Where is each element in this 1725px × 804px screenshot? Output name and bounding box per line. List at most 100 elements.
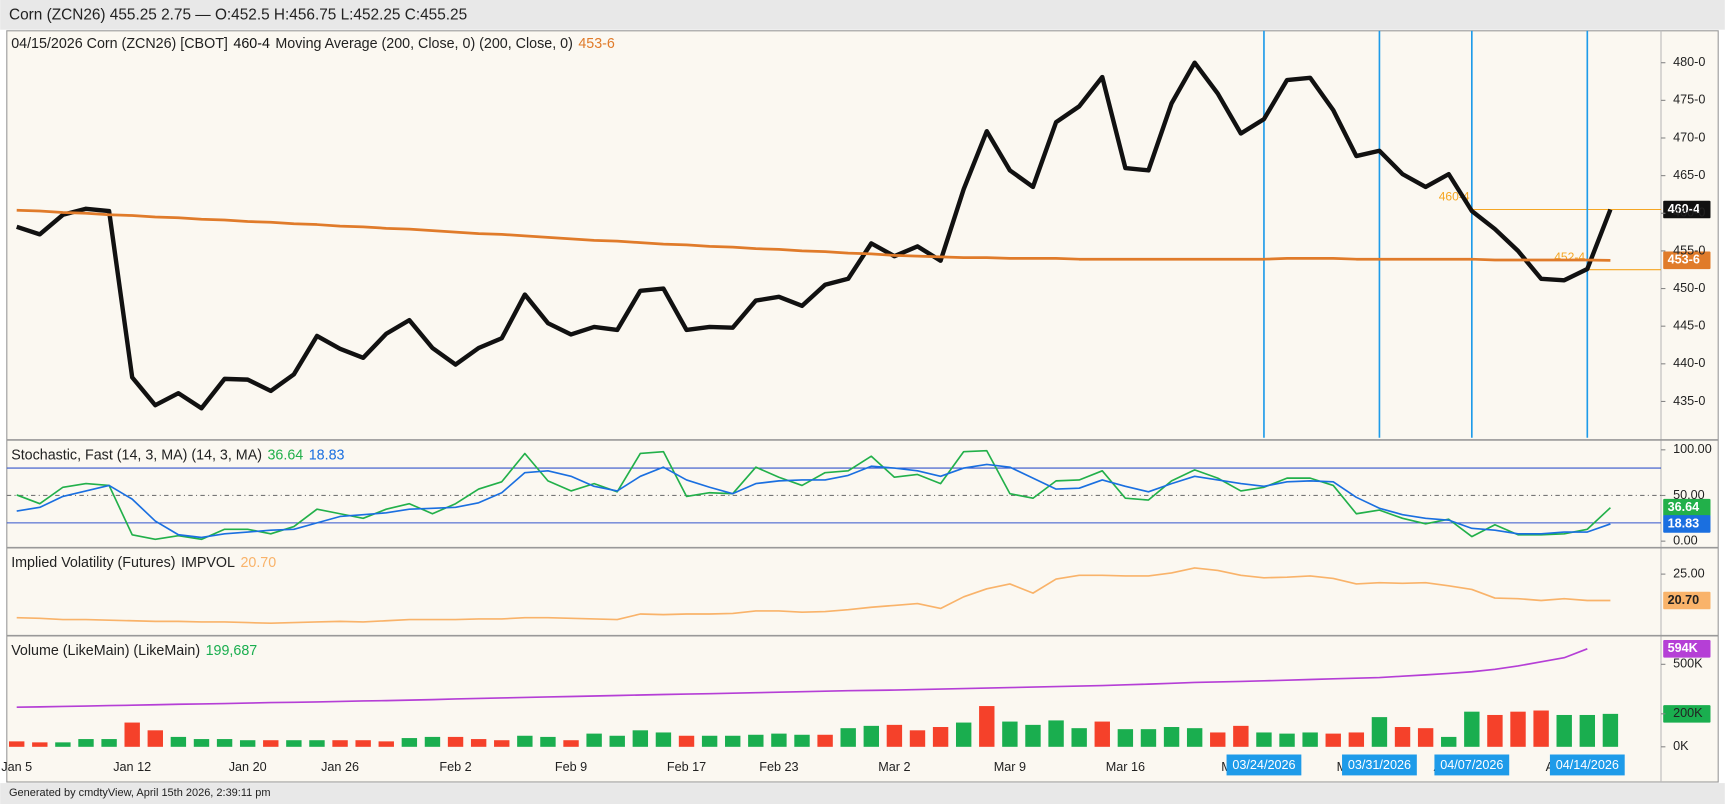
volume-bar xyxy=(1371,717,1388,747)
marker-date-label: 03/31/2026 xyxy=(1348,758,1411,772)
value-box xyxy=(1663,251,1711,270)
panel-legend: 04/15/2026 Corn (ZCN26) [CBOT] 460-4 Movin… xyxy=(11,36,615,52)
marker-date-label: 03/24/2026 xyxy=(1232,758,1295,772)
value-box-label: 453-6 xyxy=(1668,253,1700,267)
legend-value: 453-6 xyxy=(578,36,615,52)
legend-value: 20.70 xyxy=(240,555,276,571)
series-line xyxy=(16,208,1611,262)
plot-background xyxy=(6,30,1719,783)
marker-date-box xyxy=(1549,754,1625,776)
volume-bar xyxy=(701,735,718,747)
volume-bar xyxy=(932,727,949,747)
x-tick-label: Jan 20 xyxy=(229,760,267,774)
volume-bar xyxy=(1186,728,1203,747)
volume-bar xyxy=(609,735,625,747)
value-box xyxy=(1663,515,1711,533)
volume-bar xyxy=(332,740,348,747)
volume-bar xyxy=(1348,732,1365,747)
value-box xyxy=(1663,591,1711,610)
volume-bar xyxy=(1094,721,1110,747)
volume-bar xyxy=(1256,732,1272,747)
value-box xyxy=(1663,200,1711,219)
x-tick-label: Mar 2 xyxy=(878,760,910,774)
volume-bar xyxy=(147,730,163,747)
volume-bar xyxy=(1117,729,1134,747)
panel-legend: Volume (LikeMain) (LikeMain) 199,687 xyxy=(11,643,257,659)
y-tick-label: 440-0 xyxy=(1673,356,1705,370)
y-tick-label: 500K xyxy=(1673,657,1703,671)
volume-bar xyxy=(725,735,741,747)
y-tick-label: 455-0 xyxy=(1673,243,1705,257)
value-box-label: 20.70 xyxy=(1668,593,1700,607)
x-tick-label: Jan 5 xyxy=(1,760,32,774)
x-tick-label: Mar 9 xyxy=(994,760,1026,774)
y-tick-label: 480-0 xyxy=(1673,55,1705,69)
x-tick-label: Feb 17 xyxy=(667,760,706,774)
legend-title: Volume (LikeMain) (LikeMain) xyxy=(11,643,200,659)
volume-bar xyxy=(494,740,510,747)
legend-series-name: Moving Average (200, Close, 0) (200, Clo… xyxy=(275,36,572,52)
volume-bar xyxy=(586,733,602,747)
volume-bar xyxy=(1325,733,1341,747)
volume-bar xyxy=(193,739,210,747)
volume-bar xyxy=(263,740,279,747)
volume-bar xyxy=(840,728,856,747)
volume-bar xyxy=(1556,714,1572,747)
y-tick-label: 460-0 xyxy=(1673,206,1705,220)
legend-value: 460-4 xyxy=(233,36,270,52)
y-tick-label: 100.00 xyxy=(1673,442,1712,456)
footer-text: Generated by cmdtyView, April 15th 2026,… xyxy=(9,787,271,799)
volume-bar xyxy=(9,741,25,747)
value-box-label: 594K xyxy=(1668,641,1698,655)
value-box xyxy=(1663,640,1711,658)
volume-bar xyxy=(401,738,418,747)
y-tick-label: 435-0 xyxy=(1673,394,1705,408)
volume-bar xyxy=(78,739,94,747)
volume-bar xyxy=(540,736,556,747)
volume-bar xyxy=(817,734,833,747)
level-label: 452-4 xyxy=(1554,250,1585,264)
volume-bar xyxy=(1002,721,1018,747)
volume-bar xyxy=(124,722,140,747)
volume-bar xyxy=(909,730,926,747)
value-box xyxy=(1663,705,1711,723)
value-box-label: 460-4 xyxy=(1668,202,1700,216)
volume-bar xyxy=(1533,710,1549,747)
marker-date-box xyxy=(1226,754,1302,776)
volume-bar xyxy=(886,724,903,747)
x-tick-label: Jan 26 xyxy=(321,760,359,774)
y-tick-label: 0K xyxy=(1673,739,1689,753)
volume-bar xyxy=(1279,733,1295,747)
volume-bar xyxy=(1210,732,1226,747)
volume-bar xyxy=(517,735,533,747)
volume-bar xyxy=(979,706,995,747)
y-tick-label: 465-0 xyxy=(1673,168,1705,182)
y-tick-label: 450-0 xyxy=(1673,281,1705,295)
y-tick-label: 475-0 xyxy=(1673,93,1705,107)
volume-bar xyxy=(955,722,972,747)
volume-bar xyxy=(1048,720,1064,747)
volume-bar xyxy=(1140,729,1157,747)
volume-bar xyxy=(1441,736,1457,747)
volume-bar xyxy=(239,740,256,747)
volume-bar xyxy=(1579,714,1596,747)
legend-title: 04/15/2026 Corn (ZCN26) [CBOT] xyxy=(11,36,228,52)
value-box xyxy=(1663,498,1711,517)
header-title: Corn (ZCN26) 455.25 2.75 — O:452.5 H:456… xyxy=(9,6,467,23)
volume-bar xyxy=(55,742,71,747)
volume-bar xyxy=(794,734,810,747)
legend-title: Implied Volatility (Futures) xyxy=(11,555,175,571)
volume-bar xyxy=(170,736,187,747)
x-tick-label: Mar 16 xyxy=(1106,760,1145,774)
volume-bar xyxy=(1487,714,1503,747)
panel-legend: Implied Volatility (Futures) IMPVOL 20.70 xyxy=(11,555,276,571)
marker-date-label: 04/14/2026 xyxy=(1556,758,1619,772)
volume-bar xyxy=(1417,728,1434,747)
volume-bar xyxy=(1233,725,1249,747)
volume-bar xyxy=(378,741,394,747)
volume-bar xyxy=(309,740,325,747)
panel-legend: Stochastic, Fast (14, 3, MA) (14, 3, MA)… xyxy=(11,447,344,463)
volume-bar xyxy=(1025,724,1041,747)
